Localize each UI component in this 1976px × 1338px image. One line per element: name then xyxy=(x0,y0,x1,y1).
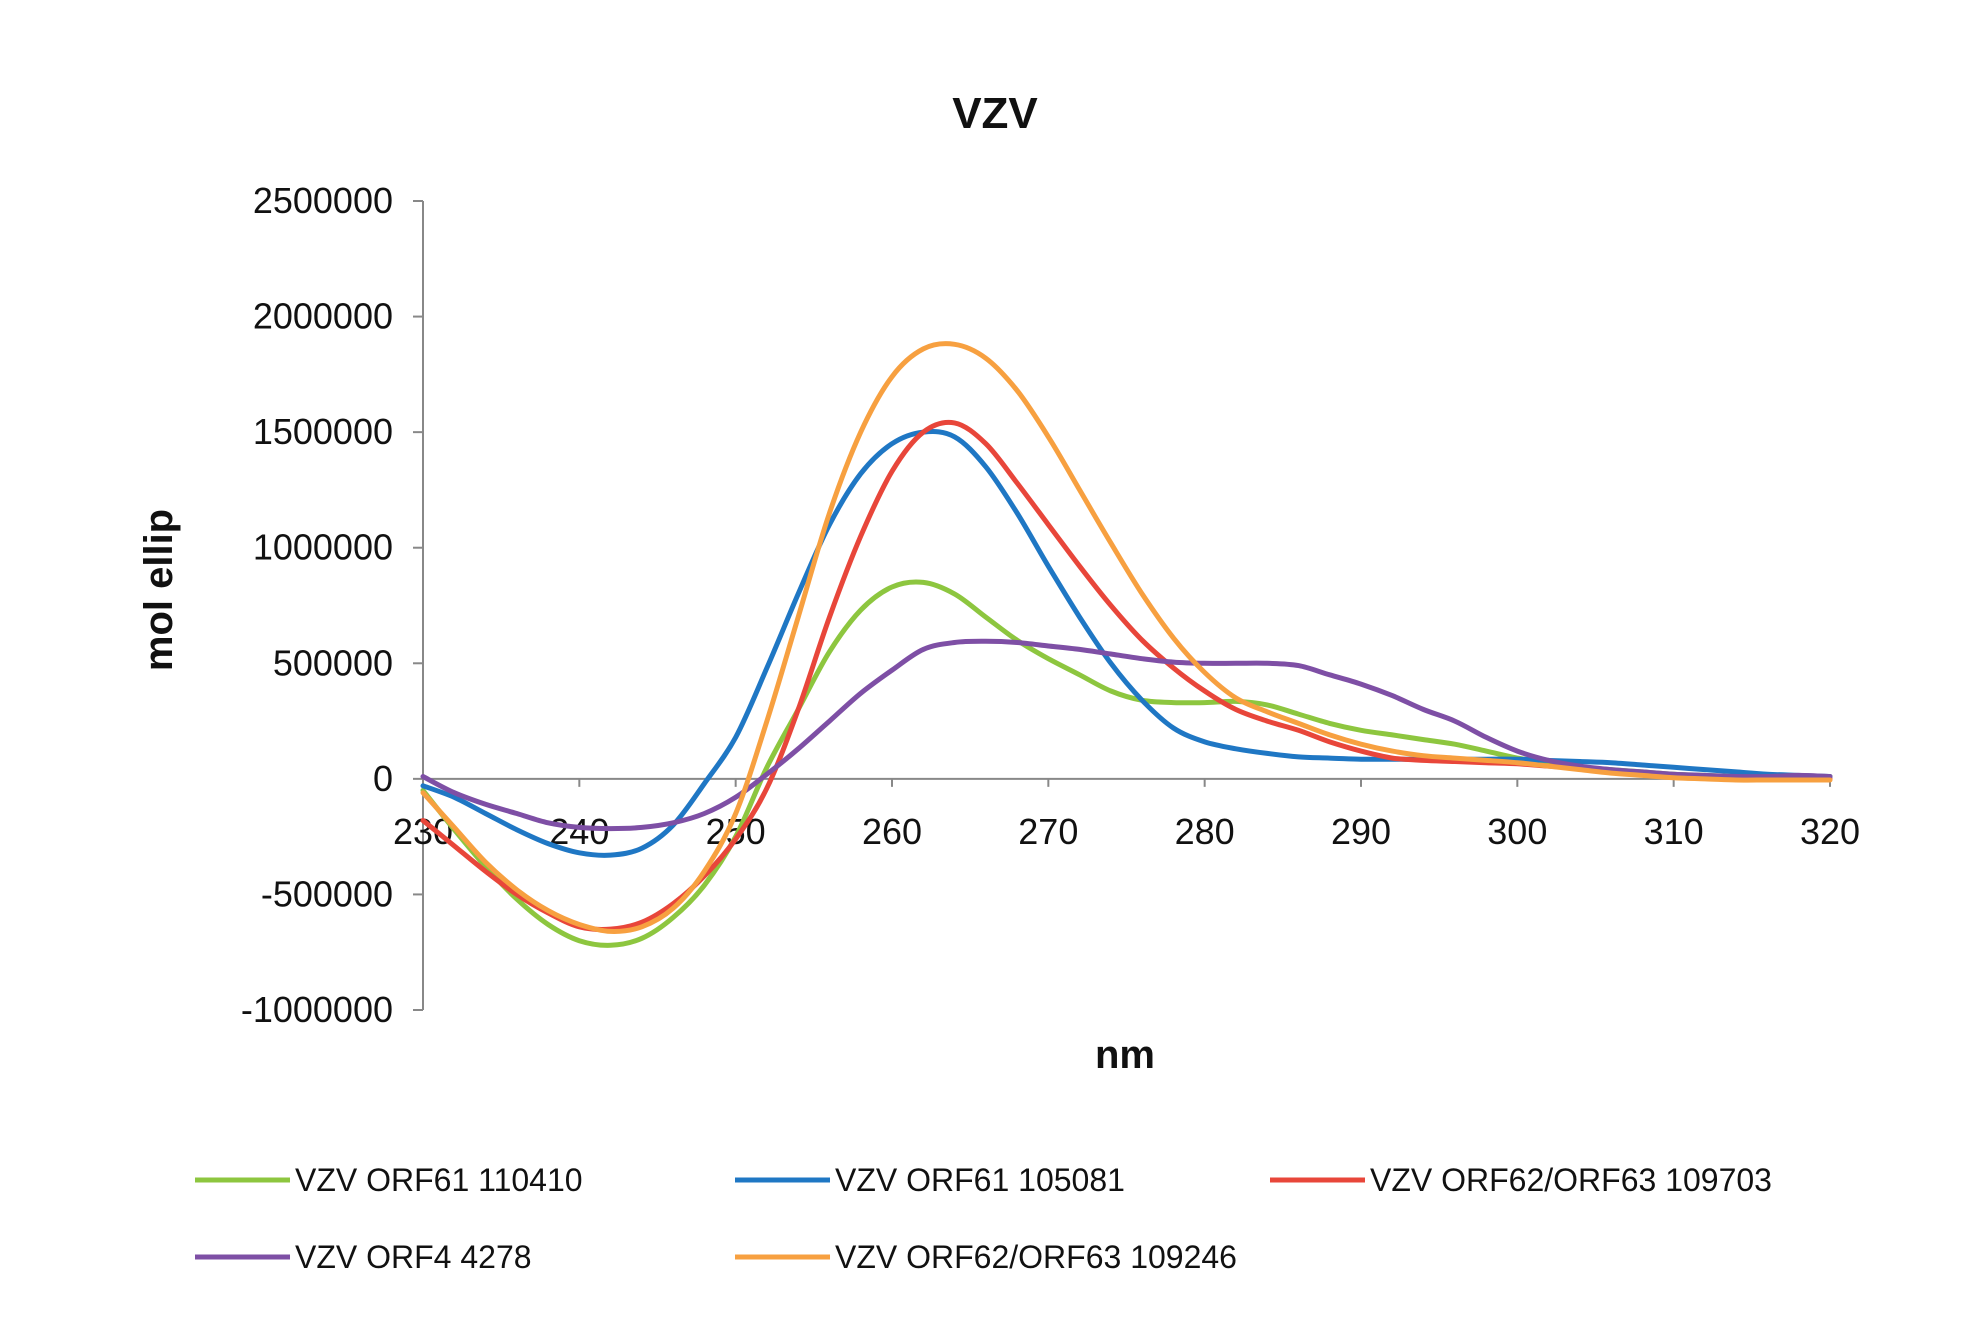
legend-label: VZV ORF4 4278 xyxy=(295,1239,532,1275)
series-line-vzv-orf62-orf63-109246 xyxy=(420,341,1833,934)
legend-label: VZV ORF61 105081 xyxy=(835,1162,1125,1198)
x-axis-label: nm xyxy=(1095,1033,1155,1077)
legend-label: VZV ORF62/ORF63 109246 xyxy=(835,1239,1237,1275)
legend-item-vzv-orf62-orf63-109703: VZV ORF62/ORF63 109703 xyxy=(1270,1162,1772,1198)
y-axis-label: mol ellip xyxy=(137,509,181,671)
y-tick-label: 2000000 xyxy=(253,296,393,337)
series-lines xyxy=(420,341,1833,948)
y-tick-label: 0 xyxy=(373,758,393,799)
legend-item-vzv-orf4-4278: VZV ORF4 4278 xyxy=(195,1239,532,1275)
y-tick-label: -1000000 xyxy=(241,989,393,1030)
y-tick-labels: -1000000 -500000 0 500000 1000000 1500000 2000… xyxy=(241,180,423,1030)
y-tick-label: 2500000 xyxy=(253,180,393,221)
legend-item-vzv-orf61-105081: VZV ORF61 105081 xyxy=(735,1162,1125,1198)
series-line-vzv-orf61-105081 xyxy=(420,429,1833,858)
series-line-vzv-orf4-4278 xyxy=(420,638,1833,832)
y-tick-label: 1000000 xyxy=(253,527,393,568)
x-tick-labels: 230 240 250 260 270 280 290 300 310 320 xyxy=(393,778,1860,852)
axes xyxy=(422,201,1830,1010)
x-tick-label: 260 xyxy=(862,811,922,852)
legend-label: VZV ORF62/ORF63 109703 xyxy=(1370,1162,1772,1198)
y-tick-label: 1500000 xyxy=(253,411,393,452)
x-tick-label: 300 xyxy=(1487,811,1547,852)
legend-item-vzv-orf61-110410: VZV ORF61 110410 xyxy=(195,1162,583,1198)
x-tick-label: 270 xyxy=(1018,811,1078,852)
x-tick-label: 280 xyxy=(1175,811,1235,852)
legend-label: VZV ORF61 110410 xyxy=(295,1162,583,1198)
x-tick-label: 310 xyxy=(1644,811,1704,852)
x-tick-label: 320 xyxy=(1800,811,1860,852)
x-tick-label: 290 xyxy=(1331,811,1391,852)
y-tick-label: -500000 xyxy=(261,873,393,914)
y-tick-label: 500000 xyxy=(273,642,393,683)
legend: VZV ORF61 110410 VZV ORF61 105081 VZV ORF6… xyxy=(195,1162,1772,1275)
legend-item-vzv-orf62-orf63-109246: VZV ORF62/ORF63 109246 xyxy=(735,1239,1237,1275)
chart-title: VZV xyxy=(952,89,1038,138)
